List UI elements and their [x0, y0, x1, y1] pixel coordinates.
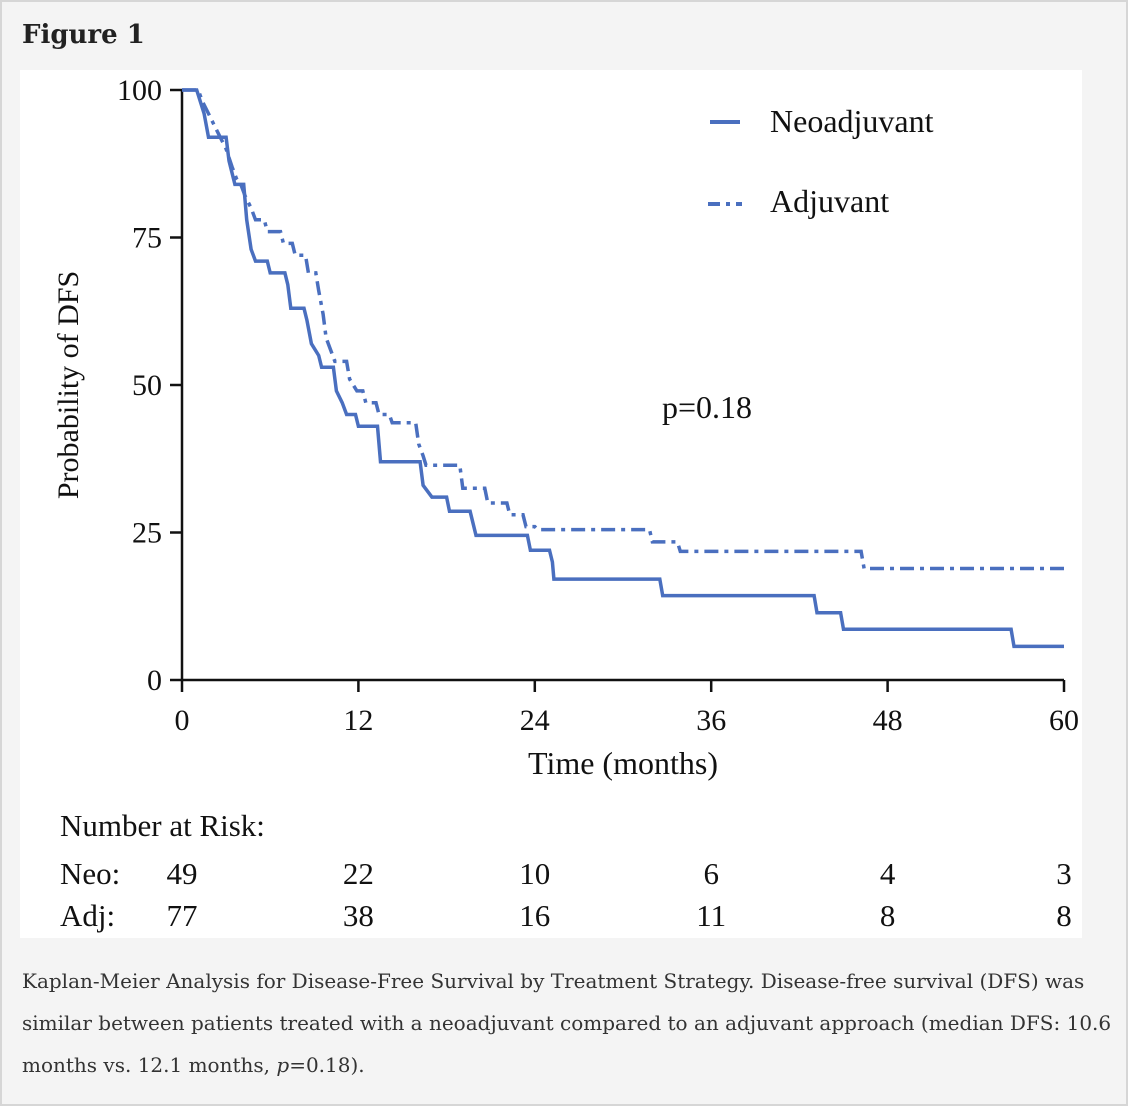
risk-values: 49 22 10 6 4 3 77 38 16 11 8 8: [167, 856, 1072, 933]
risk-table: Number at Risk: Neo: Adj: 49 22 10 6 4 3 77 38 1…: [60, 808, 1072, 933]
x-tick-label-60: 60: [1049, 704, 1079, 737]
x-tick-label-48: 48: [873, 704, 903, 737]
figure-title: Figure 1: [22, 20, 145, 50]
figure-caption: Kaplan-Meier Analysis for Disease-Free S…: [22, 960, 1112, 1086]
risk-value-neo-36: 6: [703, 856, 719, 891]
caption-text: Kaplan-Meier Analysis for Disease-Free S…: [22, 960, 1112, 1086]
y-tick-label-100: 100: [117, 74, 162, 107]
risk-value-neo-48: 4: [880, 856, 896, 891]
risk-value-adj-12: 38: [343, 898, 374, 933]
risk-value-neo-0: 49: [167, 856, 198, 891]
caption-p-symbol: p: [276, 1053, 290, 1077]
risk-row-adj-label: Adj:: [60, 898, 115, 933]
risk-value-adj-36: 11: [696, 898, 726, 933]
caption-p-value: =0.18).: [289, 1053, 365, 1077]
x-axis-label: Time (months): [528, 745, 718, 781]
risk-value-adj-24: 16: [519, 898, 550, 933]
risk-value-neo-12: 22: [343, 856, 374, 891]
chart-axes: [180, 90, 1064, 682]
x-tick-label-36: 36: [696, 704, 726, 737]
y-tick-label-0: 0: [147, 664, 162, 697]
series-neoadjuvant-line: [182, 88, 1064, 649]
y-tick-label-25: 25: [132, 517, 162, 550]
x-tick-label-24: 24: [520, 704, 550, 737]
risk-row-neo-label: Neo:: [60, 856, 120, 891]
risk-value-adj-60: 8: [1056, 898, 1072, 933]
x-tick-label-12: 12: [343, 704, 373, 737]
p-value-annotation: p=0.18: [662, 389, 752, 425]
y-tick-label-50: 50: [132, 369, 162, 402]
series-adjuvant-line: [182, 88, 1064, 571]
figure-panel: 0 25 50 75 100 0 12 24 36 48 60 Probability of DFS…: [20, 70, 1082, 938]
risk-value-adj-48: 8: [880, 898, 896, 933]
x-tick-label-0: 0: [175, 704, 190, 737]
caption-main: Kaplan-Meier Analysis for Disease-Free S…: [22, 969, 1112, 1077]
legend-neoadjuvant-label: Neoadjuvant: [770, 103, 934, 139]
y-axis-label: Probability of DFS: [52, 271, 85, 499]
risk-value-neo-24: 10: [519, 856, 550, 891]
legend: Neoadjuvant Adjuvant: [708, 103, 934, 219]
risk-table-heading: Number at Risk:: [60, 808, 265, 843]
legend-adjuvant-label: Adjuvant: [770, 183, 889, 219]
risk-value-neo-60: 3: [1056, 856, 1072, 891]
risk-value-adj-0: 77: [167, 898, 198, 933]
axis-ticks: 0 25 50 75 100 0 12 24 36 48 60: [117, 74, 1079, 737]
y-tick-label-75: 75: [132, 222, 162, 255]
series-layer: [182, 88, 1064, 649]
